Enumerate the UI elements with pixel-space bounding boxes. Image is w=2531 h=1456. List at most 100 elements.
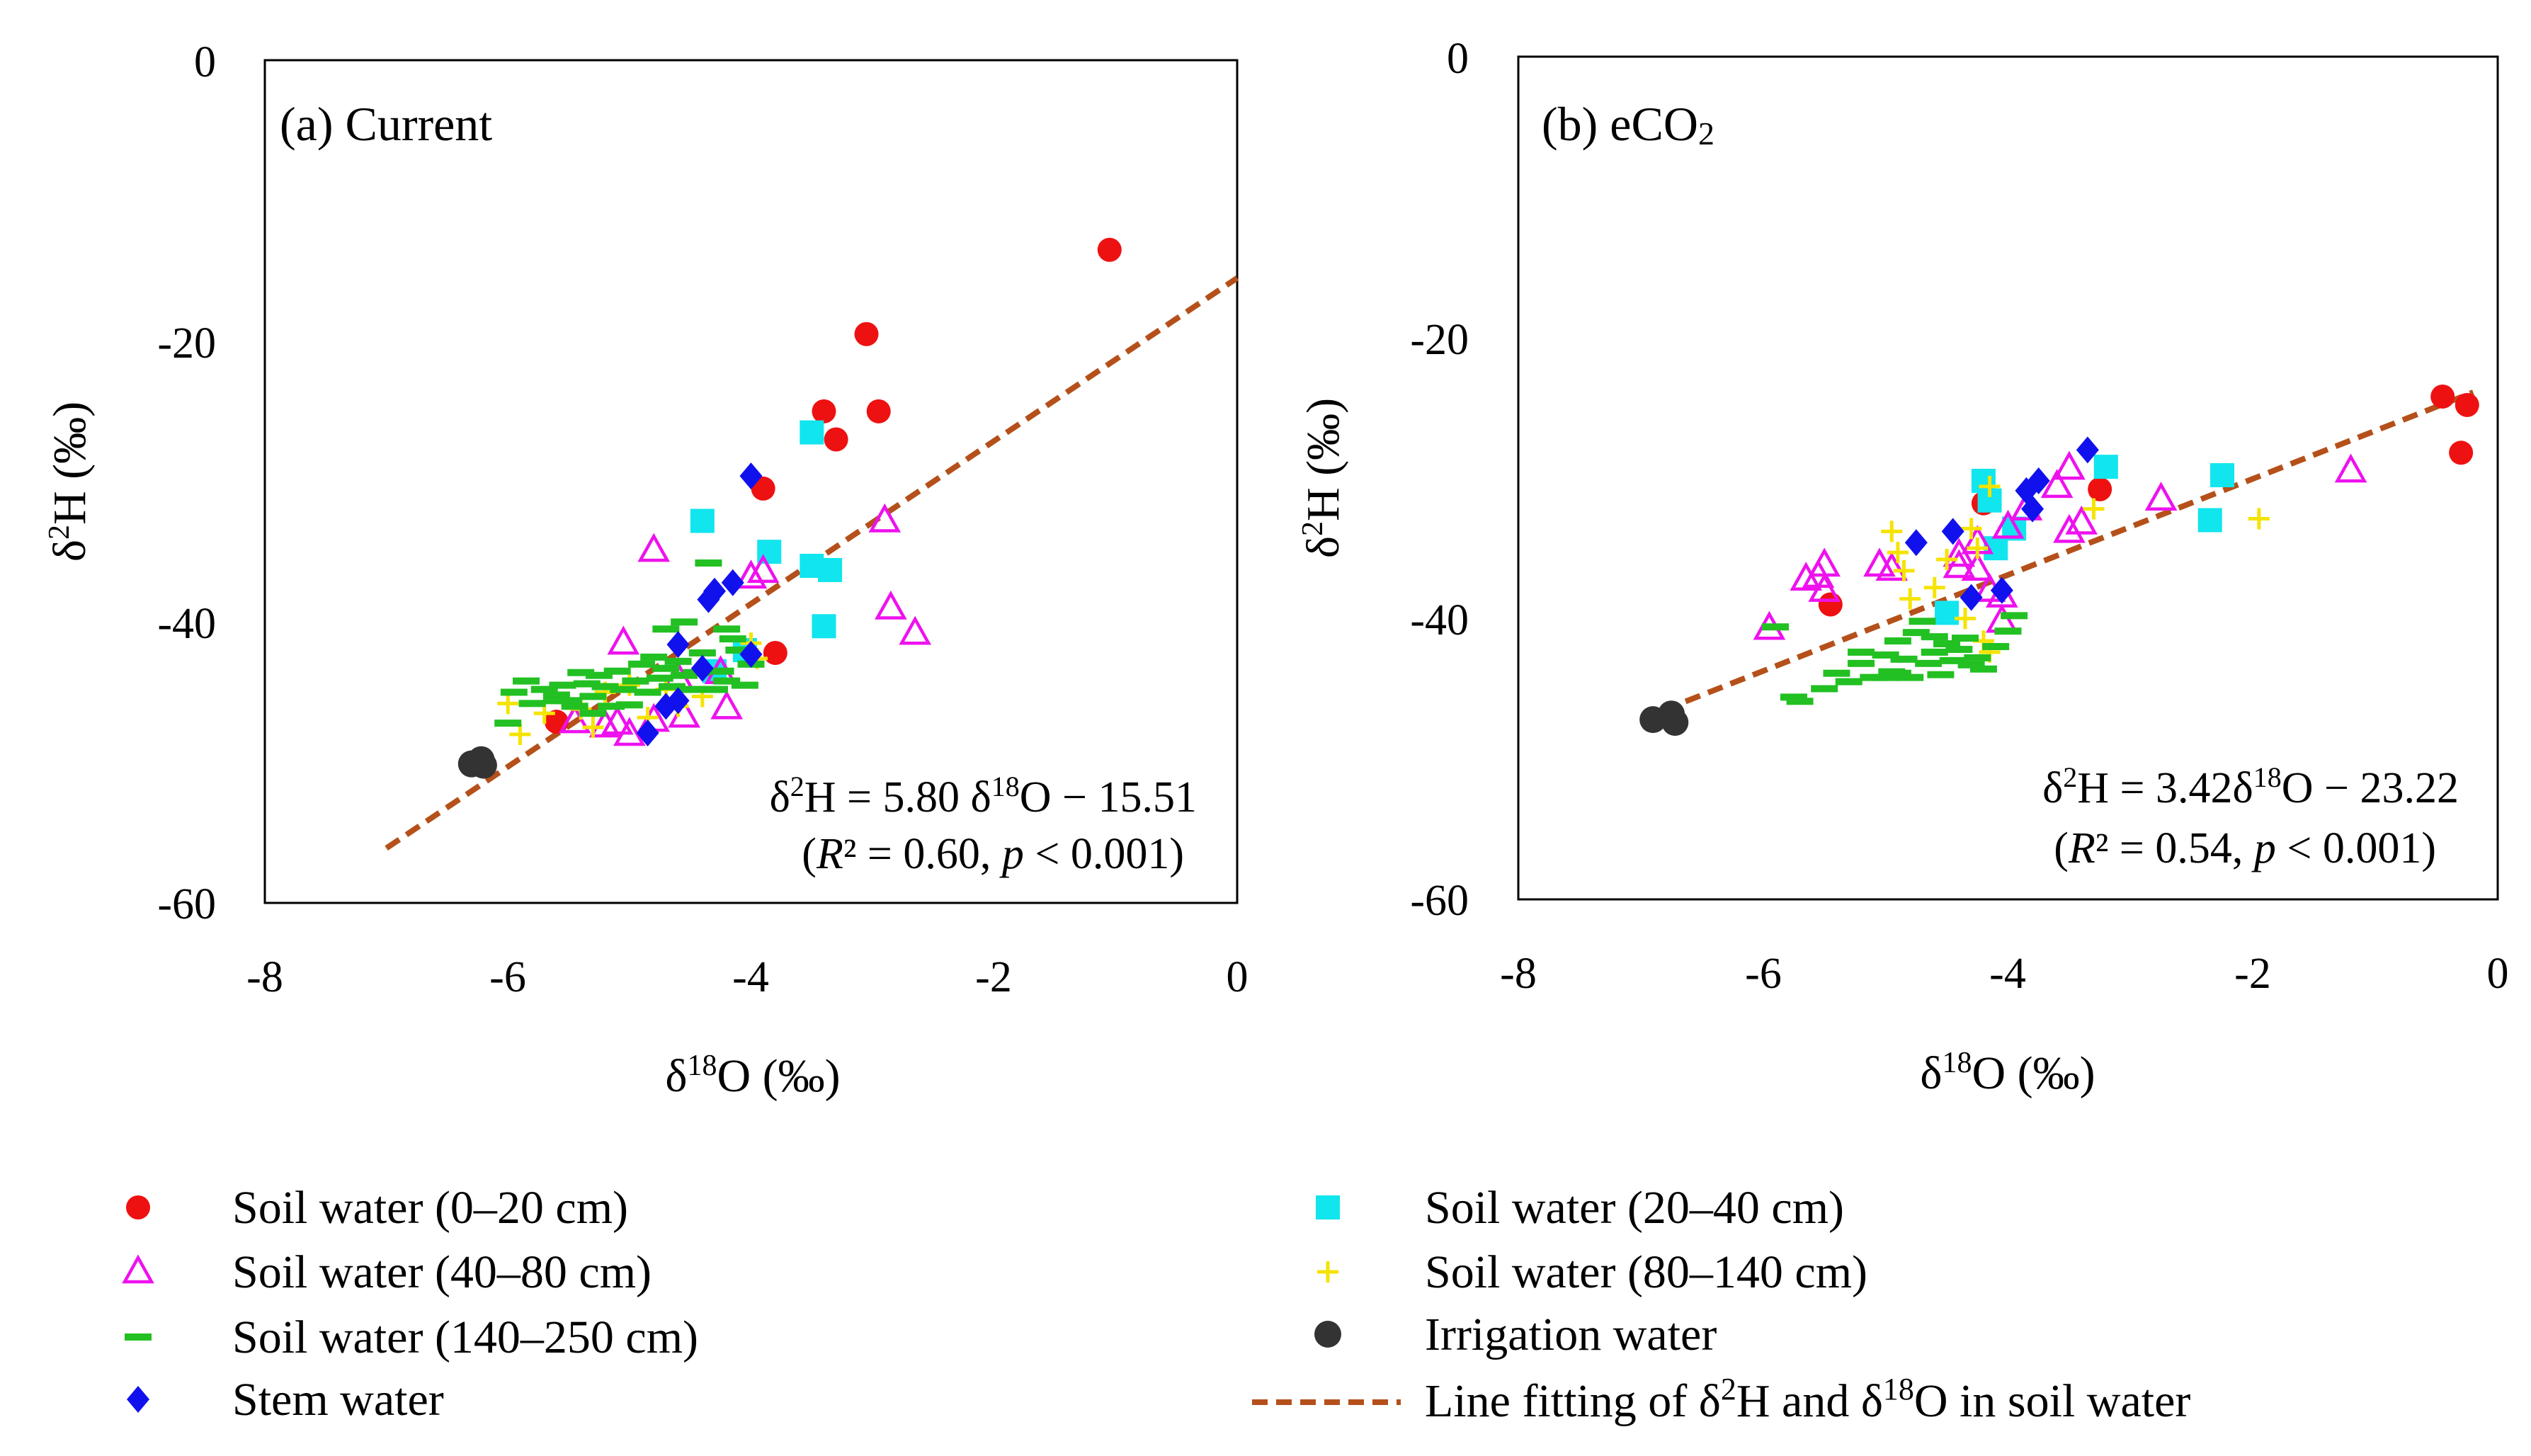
panel-a-ytick-0: 0: [194, 38, 216, 86]
panel-a-point-diamond-3: [697, 586, 720, 613]
legend-marker-s0: [126, 1195, 150, 1219]
panel-b-point-circle-0: [2430, 384, 2455, 409]
panel-b-point-dash-16: [1921, 648, 1948, 656]
legend-label-soil-20-40: Soil water (20–40 cm): [1425, 1182, 1844, 1234]
panel-a-point-dash-33: [725, 647, 753, 654]
panel-b-point-dash-30: [1884, 669, 1911, 677]
panel-b-point-dash-28: [1872, 673, 1899, 681]
panel-b-point-dash-2: [1786, 698, 1814, 705]
legend-marker-s4: [1316, 1195, 1340, 1219]
panel-a-point-dash-2: [512, 677, 540, 685]
panel-a-point-plus-12: [582, 717, 604, 739]
panel-b-point-dash-17: [1927, 671, 1955, 678]
panel-b-point-dash-6: [1848, 659, 1875, 667]
panel-b-point-dash-20: [1945, 645, 1973, 653]
panel-b-point-circle-2: [2449, 440, 2474, 465]
panel-a-point-dash-4: [530, 686, 558, 693]
panel-b-equation: δ2H = 3.42δ18O − 23.22: [2042, 761, 2459, 813]
panel-b-point-diamond-5: [1904, 529, 1928, 557]
panel-b-ytick-60: -60: [1410, 877, 1469, 925]
panel-b-xtick-m4: -4: [1989, 950, 2026, 998]
legend-label-soil-80-140: Soil water (80–140 cm): [1425, 1246, 1867, 1298]
panel-b-plot-frame: [1517, 55, 2499, 901]
legend-label-stem: Stem water: [232, 1374, 444, 1426]
panel-b-fit-line: [1639, 389, 2474, 722]
panel-a-point-dash-16: [610, 686, 637, 693]
panel-a-point-dash-11: [579, 693, 607, 700]
panel-b-point-circle-3: [2088, 477, 2112, 501]
panel-a-point-dash-38: [731, 681, 758, 689]
panel-a-point-dash-31: [713, 625, 741, 633]
panel-b-point-dash-14: [1909, 618, 1936, 625]
panel-b-xtick-m8: -8: [1500, 950, 1537, 998]
panel-a-point-dash-20: [634, 688, 661, 696]
panel-b-point-dash-12: [1896, 673, 1924, 681]
panel-b-point-plus-0: [2248, 508, 2270, 530]
panel-a-point-triangle-4: [746, 554, 780, 584]
panel-b-x-axis-title: δ18O (‰): [1920, 1047, 2095, 1099]
panel-b-point-triangle-7: [1991, 509, 2025, 539]
panel-a-point-circle-5: [751, 476, 775, 501]
panel-b-ytick-0: 0: [1447, 35, 1469, 83]
legend-marker-s3: [127, 1386, 149, 1413]
panel-b-point-plus-13: [1881, 521, 1903, 542]
legend-label-soil-40-80: Soil water (40–80 cm): [232, 1246, 652, 1298]
panel-a-point-dash-32: [719, 635, 746, 643]
panel-a-ytick-60: -60: [157, 880, 216, 928]
panel-a-point-dash-13: [591, 683, 619, 690]
panel-b: (b) eCO2 0 -20 -40 -60 -8 -6 -4 -2 0 δ18…: [1297, 35, 2509, 1099]
panel-a-point-circle-1: [854, 322, 879, 346]
panel-a-point-dash-36: [713, 677, 741, 685]
panel-b-point-dash-24: [1969, 665, 1997, 673]
panel-b-point-diamond-7: [1960, 584, 1983, 611]
panel-a-point-triangle-8: [710, 690, 744, 720]
panel-a-point-dash-40: [652, 625, 680, 633]
panel-a-point-bigcircle-2: [470, 751, 497, 779]
panel-b-point-dash-10: [1884, 637, 1911, 645]
panel-a-point-dash-34: [701, 686, 729, 693]
panel-a-point-triangle-2: [899, 615, 932, 645]
panel-a-xtick-m8: -8: [246, 953, 283, 1001]
panel-a-point-triangle-6: [607, 625, 640, 655]
panel-a-title: (a) Current: [280, 97, 492, 151]
panel-a-point-dash-27: [676, 686, 704, 693]
panel-a-point-diamond-0: [739, 462, 763, 490]
panel-b-point-triangle-3: [2040, 469, 2074, 499]
panel-b-point-dash-26: [1994, 627, 2022, 635]
panel-b-point-triangle-19: [1808, 573, 1841, 602]
panel-a-point-triangle-12: [588, 708, 622, 738]
panel-b-point-bigcircle-2: [1661, 709, 1689, 736]
panel-a-point-dash-24: [658, 683, 686, 690]
panel-a-point-triangle-3: [637, 533, 671, 562]
panel-a-point-triangle-0: [868, 503, 902, 533]
panel-a-x-axis-title: δ18O (‰): [665, 1050, 840, 1102]
panel-a-point-square-1: [690, 508, 715, 533]
panel-b-point-dash-18: [1933, 640, 1961, 648]
legend-marker-s6: [1314, 1321, 1341, 1348]
panel-b-y-axis-title: δ2H (‰): [1297, 398, 1349, 558]
panel-b-point-triangle-15: [1863, 547, 1896, 577]
panel-a-xtick-m4: -4: [732, 953, 769, 1001]
panel-b-point-plus-3: [1960, 518, 1982, 540]
panel-b-xtick-m2: -2: [2234, 950, 2271, 998]
panel-a-point-diamond-5: [739, 640, 763, 668]
panel-b-point-square-7: [1935, 601, 1960, 625]
panel-a-point-dash-29: [688, 649, 716, 656]
panel-b-point-dash-4: [1823, 669, 1850, 677]
legend-marker-s1: [122, 1254, 154, 1284]
panel-a-point-dash-23: [652, 664, 680, 672]
legend-label-soil-0-20: Soil water (0–20 cm): [232, 1182, 628, 1234]
panel-a-point-dash-17: [615, 701, 643, 709]
panel-b-markers: [1639, 384, 2479, 736]
panel-a-point-dash-39: [671, 618, 698, 626]
panel-b-point-triangle-5: [2053, 513, 2086, 543]
panel-a-point-dash-18: [622, 677, 649, 685]
panel-a-point-dash-14: [598, 703, 625, 710]
panel-b-point-dash-11: [1890, 655, 1918, 663]
legend-markers: [122, 1195, 1341, 1413]
panel-b-point-triangle-1: [2144, 482, 2178, 511]
panel-b-point-diamond-6: [1990, 576, 2013, 604]
panel-a-point-dash-3: [518, 700, 546, 707]
panel-a-point-dash-41: [579, 710, 607, 717]
panel-a-ytick-20: -20: [157, 319, 216, 368]
